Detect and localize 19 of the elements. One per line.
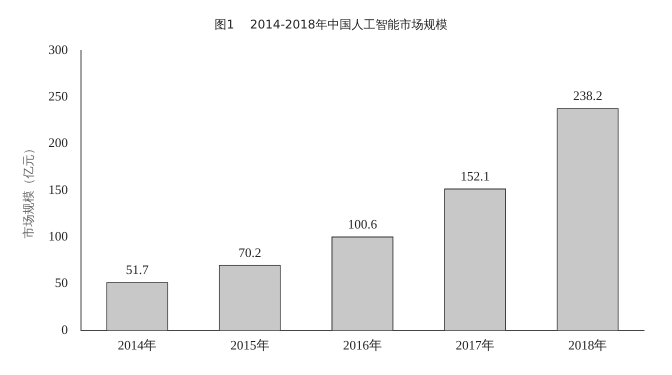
data-label: 152.1	[460, 168, 490, 184]
y-tick-label: 250	[48, 88, 68, 104]
x-tick-label: 2018年	[568, 338, 608, 353]
x-tick-label: 2014年	[118, 338, 157, 353]
x-tick-label: 2017年	[456, 338, 495, 353]
y-tick-label: 0	[61, 322, 68, 337]
y-tick-label: 200	[48, 135, 68, 150]
chart-title: 图1 2014-2018年中国人工智能市场规模	[214, 17, 448, 32]
y-tick-label: 300	[48, 42, 68, 57]
y-tick-label: 50	[54, 275, 68, 290]
y-tick-label: 150	[48, 182, 68, 197]
x-tick-label: 2015年	[230, 338, 270, 353]
y-tick-label: 100	[48, 228, 68, 244]
data-label: 51.7	[126, 262, 150, 278]
y-axis-title: 市场规模（亿元）	[21, 142, 36, 238]
data-label: 70.2	[238, 244, 262, 260]
data-label: 100.6	[348, 216, 378, 232]
data-label: 238.2	[573, 88, 602, 103]
x-tick-label: 2016年	[342, 338, 382, 353]
